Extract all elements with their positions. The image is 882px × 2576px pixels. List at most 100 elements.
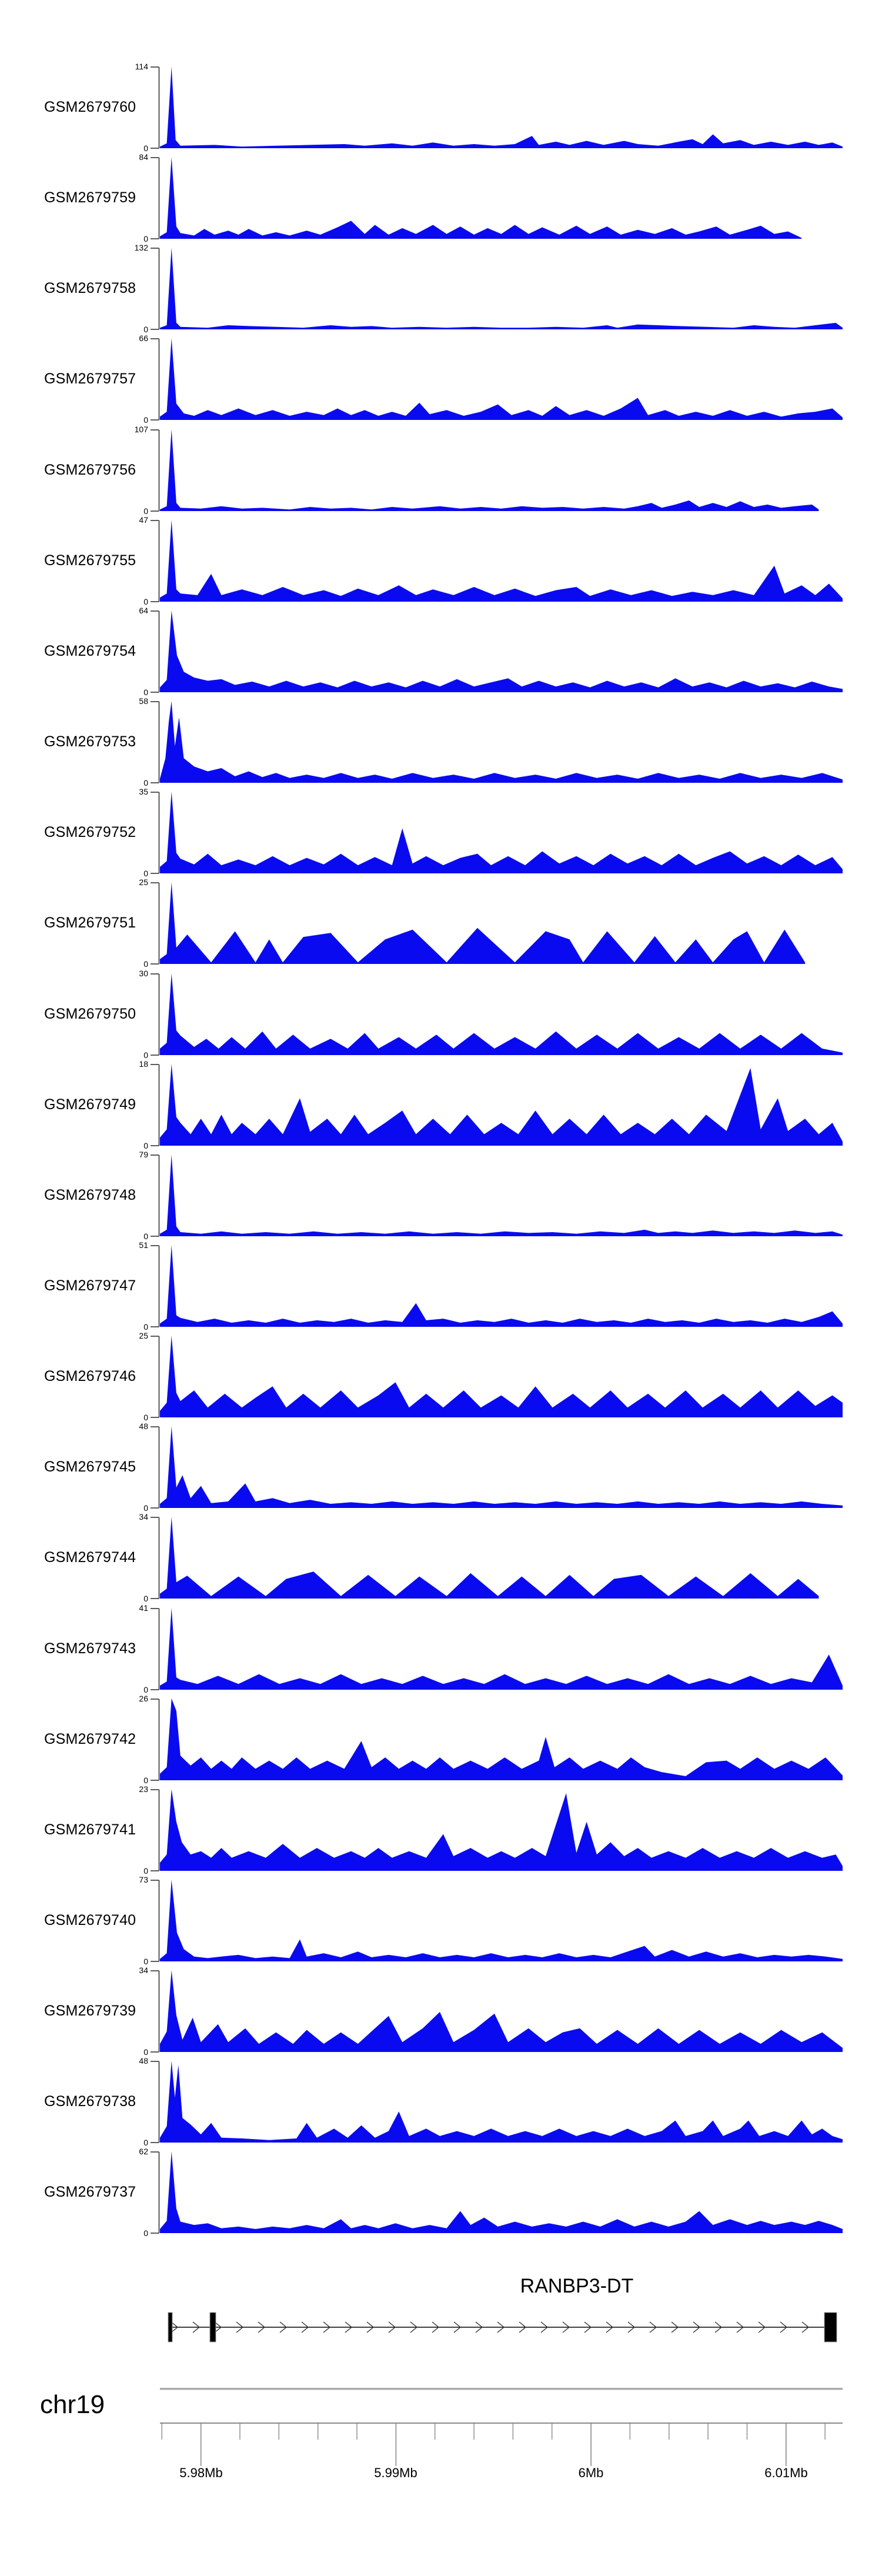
y-axis-zero-label: 0 <box>143 1866 148 1876</box>
coverage-track-row: GSM2679749 18 0 <box>0 1059 882 1154</box>
y-axis-zero-label: 0 <box>143 234 148 243</box>
y-axis-max-label: 84 <box>139 152 148 162</box>
y-axis-zero-label: 0 <box>143 1503 148 1513</box>
y-axis-max-label: 30 <box>139 969 148 978</box>
coverage-area <box>151 1608 843 1690</box>
coverage-track-row: GSM2679760 114 0 <box>0 62 882 157</box>
track-label: GSM2679754 <box>44 642 136 659</box>
y-axis-max-label: 107 <box>134 425 148 434</box>
coverage-area <box>151 1880 843 1962</box>
coverage-track-row: GSM2679759 84 0 <box>0 152 882 248</box>
y-axis-max-label: 48 <box>139 1422 148 1431</box>
track-label: GSM2679749 <box>44 1096 136 1113</box>
coverage-area <box>151 157 802 239</box>
coverage-track-row: GSM2679748 79 0 <box>0 1150 882 1245</box>
track-label: GSM2679743 <box>44 1640 136 1657</box>
coverage-track-row: GSM2679741 23 0 <box>0 1784 882 1880</box>
y-axis-zero-label: 0 <box>143 778 148 788</box>
coverage-track-row: GSM2679738 48 0 <box>0 2056 882 2151</box>
track-label: GSM2679742 <box>44 1730 136 1747</box>
coverage-area <box>151 973 843 1056</box>
track-label: GSM2679739 <box>44 2002 136 2019</box>
track-label: GSM2679747 <box>44 1277 136 1294</box>
track-label: GSM2679738 <box>44 2093 136 2110</box>
y-axis-max-label: 64 <box>139 606 148 615</box>
track-label: GSM2679751 <box>44 914 136 931</box>
genome-axis-ruler <box>160 2388 843 2466</box>
y-axis-max-label: 34 <box>139 1966 148 1975</box>
y-axis-max-label: 58 <box>139 696 148 706</box>
coverage-track-row: GSM2679757 66 0 <box>0 333 882 429</box>
y-axis-zero-label: 0 <box>143 1776 148 1785</box>
track-label: GSM2679753 <box>44 733 136 750</box>
coverage-area <box>151 66 843 149</box>
y-axis-max-label: 48 <box>139 2056 148 2066</box>
y-axis-max-label: 23 <box>139 1784 148 1794</box>
coverage-area <box>151 429 819 512</box>
track-label: GSM2679756 <box>44 461 136 478</box>
gene-exon <box>209 2312 216 2343</box>
track-label: GSM2679745 <box>44 1458 136 1475</box>
y-axis-zero-label: 0 <box>143 1141 148 1150</box>
axis-tick-label: 6.01Mb <box>764 2465 808 2480</box>
coverage-track-row: GSM2679754 64 0 <box>0 606 882 701</box>
coverage-area <box>151 792 843 874</box>
y-axis-zero-label: 0 <box>143 1413 148 1422</box>
coverage-area <box>151 1154 843 1237</box>
gene-exon <box>168 2312 173 2343</box>
coverage-track-row: GSM2679756 107 0 <box>0 425 882 520</box>
track-label: GSM2679748 <box>44 1186 136 1203</box>
coverage-track-row: GSM2679747 51 0 <box>0 1240 882 1336</box>
track-label: GSM2679744 <box>44 1549 136 1566</box>
y-axis-zero-label: 0 <box>143 325 148 334</box>
y-axis-zero-label: 0 <box>143 1322 148 1332</box>
y-axis-zero-label: 0 <box>143 2047 148 2057</box>
y-axis-zero-label: 0 <box>143 597 148 606</box>
y-axis-zero-label: 0 <box>143 415 148 425</box>
coverage-track-row: GSM2679753 58 0 <box>0 696 882 792</box>
gene-model-track <box>168 2312 837 2343</box>
coverage-area <box>151 2061 843 2143</box>
y-axis-zero-label: 0 <box>143 688 148 697</box>
track-label: GSM2679755 <box>44 552 136 569</box>
y-axis-max-label: 41 <box>139 1603 148 1613</box>
y-axis-max-label: 114 <box>135 62 148 71</box>
axis-tick-label: 5.99Mb <box>374 2465 417 2480</box>
y-axis-max-label: 132 <box>134 243 148 252</box>
y-axis-zero-label: 0 <box>143 869 148 878</box>
coverage-track-row: GSM2679746 25 0 <box>0 1331 882 1426</box>
y-axis-max-label: 35 <box>139 787 148 796</box>
track-label: GSM2679757 <box>44 370 136 387</box>
coverage-area <box>151 1245 843 1327</box>
coverage-area <box>151 1699 843 1781</box>
y-axis-max-label: 25 <box>139 1331 148 1340</box>
coverage-area <box>151 1336 843 1418</box>
track-label: GSM2679737 <box>44 2183 136 2200</box>
y-axis-max-label: 25 <box>139 877 148 887</box>
coverage-track-row: GSM2679743 41 0 <box>0 1603 882 1699</box>
y-axis-max-label: 47 <box>139 515 148 525</box>
y-axis-max-label: 26 <box>139 1694 148 1703</box>
track-label: GSM2679746 <box>44 1367 136 1384</box>
chromosome-label: chr19 <box>40 2390 105 2419</box>
gene-exon <box>824 2312 837 2343</box>
axis-range-bar <box>160 2388 843 2390</box>
y-axis-zero-label: 0 <box>143 1594 148 1603</box>
coverage-area <box>151 520 843 602</box>
y-axis-max-label: 18 <box>139 1059 148 1069</box>
coverage-area <box>151 882 806 965</box>
y-axis-max-label: 62 <box>139 2147 148 2156</box>
y-axis-zero-label: 0 <box>143 144 148 153</box>
coverage-area <box>151 610 843 693</box>
y-axis-zero-label: 0 <box>143 506 148 516</box>
coverage-track-row: GSM2679739 34 0 <box>0 1966 882 2061</box>
coverage-area <box>151 1517 819 1599</box>
coverage-area <box>151 1064 843 1146</box>
coverage-track-row: GSM2679744 34 0 <box>0 1512 882 1607</box>
coverage-track-row: GSM2679737 62 0 <box>0 2147 882 2242</box>
y-axis-max-label: 73 <box>139 1875 148 1884</box>
y-axis-max-label: 66 <box>139 333 148 343</box>
track-label: GSM2679740 <box>44 1911 136 1928</box>
coverage-area <box>151 1426 843 1509</box>
